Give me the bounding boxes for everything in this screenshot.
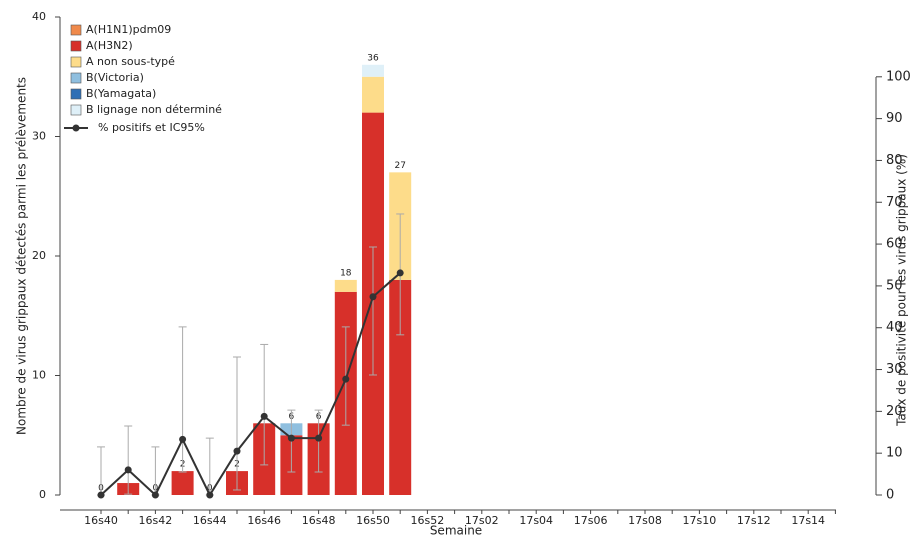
- total-label: 18: [340, 268, 352, 278]
- bar-segment: [362, 64, 384, 77]
- y2-tick-label: 60: [886, 237, 903, 252]
- legend-swatch: [70, 24, 82, 36]
- y2-tick-label: 30: [886, 362, 903, 377]
- legend-swatch: [70, 40, 82, 52]
- legend-label: B(Yamagata): [86, 87, 156, 100]
- x-tick-label: 17s08: [628, 514, 662, 527]
- line-point: [287, 434, 295, 442]
- y2-tick-label: 50: [886, 278, 903, 293]
- x-tick-label: 16s46: [247, 514, 281, 527]
- y2-axis-label: Taux de positivité pour les virus grippa…: [895, 154, 909, 427]
- line-point: [260, 412, 268, 420]
- line-point: [97, 491, 105, 499]
- line-point: [396, 269, 404, 277]
- x-tick-label: 16s44: [193, 514, 227, 527]
- y2-tick-label: 70: [886, 195, 903, 210]
- y-tick-label: 20: [32, 249, 46, 262]
- y2-tick-label: 100: [886, 69, 911, 84]
- y2-tick-label: 40: [886, 320, 903, 335]
- x-tick-label: 17s10: [683, 514, 717, 527]
- line-point: [369, 293, 377, 301]
- x-tick-label: 17s04: [519, 514, 553, 527]
- y2-tick-label: 90: [886, 111, 903, 126]
- bar-segment: [334, 279, 357, 292]
- line-point: [151, 491, 159, 499]
- line-point: [233, 447, 241, 455]
- line-point: [315, 434, 323, 442]
- x-tick-label: 17s14: [791, 514, 825, 527]
- y-tick-label: 30: [32, 130, 46, 143]
- y-tick-label: 0: [39, 488, 46, 501]
- legend-swatch: [70, 104, 82, 116]
- legend-label: A non sous-typé: [86, 55, 175, 68]
- bar-segment: [362, 76, 384, 113]
- line: [100, 272, 401, 498]
- x-tick-label: 17s06: [574, 514, 608, 527]
- legend-label: B(Victoria): [86, 71, 144, 84]
- line-point: [206, 491, 214, 499]
- y2-tick-label: 0: [886, 488, 894, 503]
- total-label: 27: [394, 161, 405, 171]
- x-axis-label: Semaine: [430, 524, 482, 538]
- y-tick-label: 40: [32, 10, 46, 23]
- x-tick-label: 16s40: [84, 514, 118, 527]
- total-label: 36: [367, 53, 379, 63]
- line-point: [342, 375, 350, 383]
- legend-label: % positifs et IC95%: [98, 121, 205, 134]
- legend-swatch: [70, 88, 82, 100]
- x-tick-label: 17s12: [737, 514, 771, 527]
- x-tick-label: 16s42: [139, 514, 173, 527]
- x-tick-label: 16s52: [411, 514, 445, 527]
- legend-marker: [72, 124, 80, 132]
- bar-segment: [171, 471, 194, 495]
- y2-tick-label: 20: [886, 404, 903, 419]
- line-point: [124, 466, 132, 474]
- y2-tick-label: 10: [886, 446, 903, 461]
- x-tick-label: 16s50: [356, 514, 390, 527]
- legend-label: B lignage non déterminé: [86, 103, 222, 116]
- legend-label: A(H1N1)pdm09: [86, 23, 171, 36]
- y2-tick-label: 80: [886, 153, 903, 168]
- legend-swatch: [70, 56, 82, 68]
- legend-swatch: [70, 72, 82, 84]
- x-tick-label: 17s02: [465, 514, 499, 527]
- x-tick-label: 16s48: [302, 514, 336, 527]
- line-point: [179, 435, 187, 443]
- y-axis-label: Nombre de virus grippaux détectés parmi …: [15, 77, 29, 435]
- bar-segment: [389, 279, 412, 495]
- y-tick-label: 10: [32, 369, 46, 382]
- legend-label: A(H3N2): [86, 39, 133, 52]
